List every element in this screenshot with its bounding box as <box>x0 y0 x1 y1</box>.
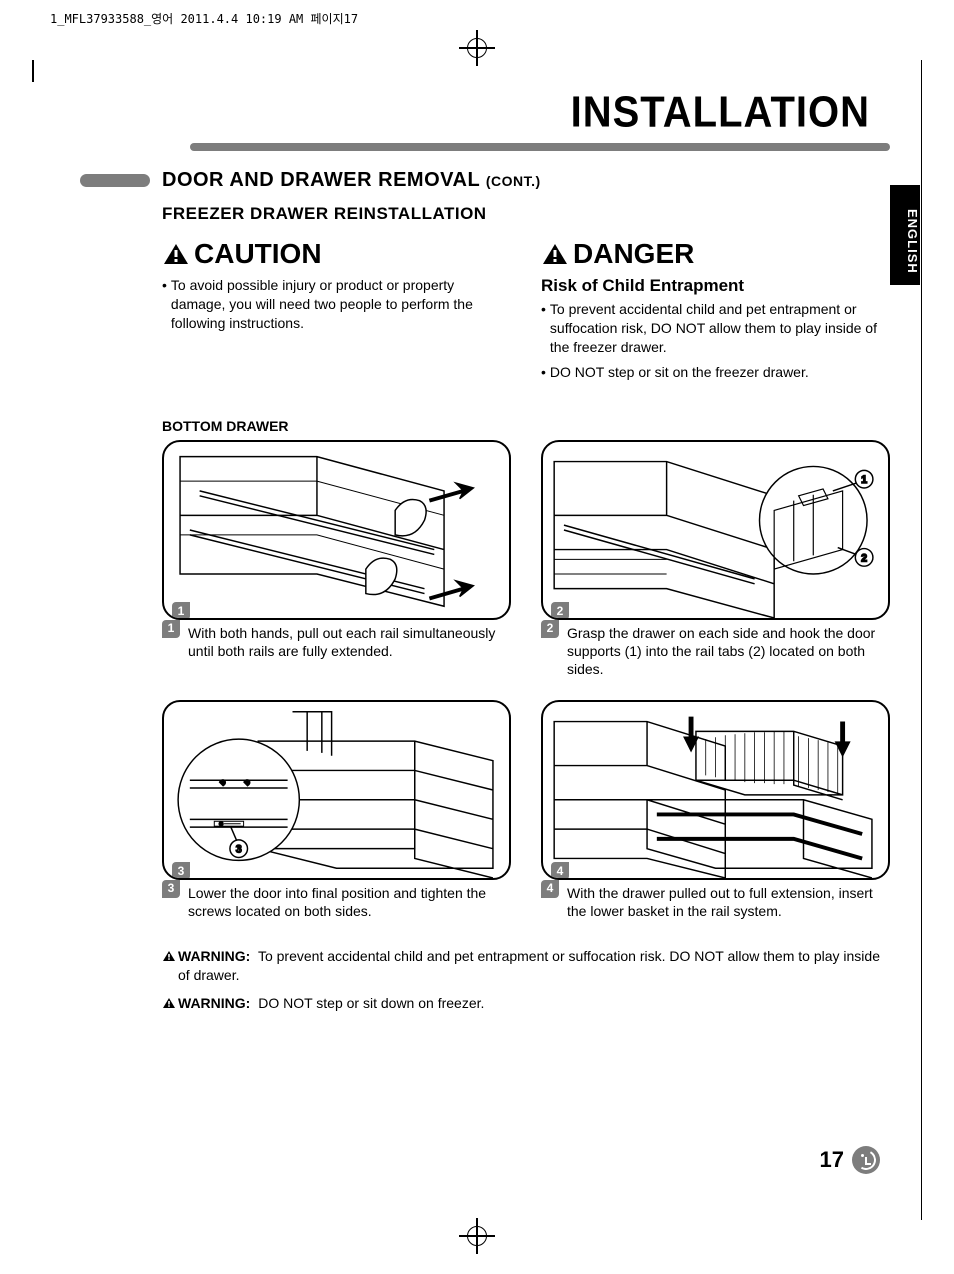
alert-columns: CAUTION To avoid possible injury or prod… <box>162 238 890 388</box>
warning-icon <box>162 242 190 266</box>
figure-caption-2: 2 Grasp the drawer on each side and hook… <box>541 624 890 679</box>
section-pill <box>80 174 150 187</box>
danger-bullet-2: DO NOT step or sit on the freezer drawer… <box>541 363 890 382</box>
step-badge-4b: 4 <box>541 880 559 898</box>
crop-line-left <box>32 60 34 82</box>
figure-4-svg <box>543 702 888 878</box>
figure-cell-4: 4 4 With the drawer pulled out to full e… <box>541 700 890 920</box>
warning-2-body: DO NOT step or sit down on freezer. <box>258 995 484 1011</box>
figure-cell-2: 1 2 2 2 Grasp the drawer on each side an… <box>541 440 890 679</box>
section-title-row: DOOR AND DRAWER REMOVAL (CONT.) <box>80 169 890 192</box>
step-badge-2b: 2 <box>541 620 559 638</box>
footer-warnings: WARNING: To prevent accidental child and… <box>162 947 890 1014</box>
danger-heading: DANGER <box>541 238 890 270</box>
warning-1-label: WARNING: <box>178 948 250 964</box>
bottom-drawer-label: BOTTOM DRAWER <box>162 418 890 434</box>
caution-column: CAUTION To avoid possible injury or prod… <box>162 238 511 388</box>
lg-logo-icon <box>852 1146 880 1174</box>
figure-panel-4: 4 <box>541 700 890 880</box>
danger-bullet-1: To prevent accidental child and pet entr… <box>541 300 890 357</box>
subsection-title: FREEZER DRAWER REINSTALLATION <box>162 204 890 224</box>
print-header: 1_MFL37933588_영어 2011.4.4 10:19 AM 페이지17 <box>50 10 358 27</box>
step-badge-3: 3 <box>172 862 190 880</box>
step-badge-4: 4 <box>551 862 569 880</box>
risk-heading: Risk of Child Entrapment <box>541 276 890 296</box>
caution-heading: CAUTION <box>162 238 511 270</box>
main-heading: INSTALLATION <box>80 88 870 138</box>
crop-line-right <box>921 60 922 1220</box>
svg-text:1: 1 <box>861 474 867 486</box>
figure-caption-4: 4 With the drawer pulled out to full ext… <box>541 884 890 920</box>
figure-3-svg: 3 <box>164 702 509 878</box>
warning-2: WARNING: DO NOT step or sit down on free… <box>162 994 890 1014</box>
danger-column: DANGER Risk of Child Entrapment To preve… <box>541 238 890 388</box>
section-title-text: DOOR AND DRAWER REMOVAL <box>162 169 480 191</box>
step-badge-3b: 3 <box>162 880 180 898</box>
svg-text:3: 3 <box>236 844 242 856</box>
page-content: INSTALLATION ENGLISH DOOR AND DRAWER REM… <box>80 90 890 1021</box>
figure-cell-3: 3 3 3 Lower the door into final position… <box>162 700 511 920</box>
step-caption-1: With both hands, pull out each rail simu… <box>188 624 511 660</box>
crop-mark-top <box>459 30 495 66</box>
crop-mark-bottom <box>459 1218 495 1254</box>
step-caption-4: With the drawer pulled out to full exten… <box>567 884 890 920</box>
section-title-suffix: (CONT.) <box>486 173 541 189</box>
danger-heading-text: DANGER <box>573 238 694 270</box>
figure-panel-3: 3 3 <box>162 700 511 880</box>
header-divider <box>190 143 890 151</box>
svg-text:2: 2 <box>861 552 867 564</box>
figure-caption-3: 3 Lower the door into final position and… <box>162 884 511 920</box>
caution-bullet: To avoid possible injury or product or p… <box>162 276 511 333</box>
caution-heading-text: CAUTION <box>194 238 322 270</box>
page-number: 17 <box>820 1147 844 1173</box>
figure-panel-2: 1 2 2 <box>541 440 890 620</box>
warning-icon <box>541 242 569 266</box>
warning-1-body: To prevent accidental child and pet entr… <box>178 948 880 984</box>
warning-icon <box>162 950 176 962</box>
warning-1: WARNING: To prevent accidental child and… <box>162 947 890 986</box>
step-badge-1b: 1 <box>162 620 180 638</box>
step-badge-2: 2 <box>551 602 569 620</box>
figure-panel-1: 1 <box>162 440 511 620</box>
warning-2-label: WARNING: <box>178 995 250 1011</box>
figure-cell-1: 1 1 With both hands, pull out each rail … <box>162 440 511 679</box>
warning-icon <box>162 997 176 1009</box>
figure-1-svg <box>164 442 509 618</box>
step-caption-2: Grasp the drawer on each side and hook t… <box>567 624 890 679</box>
figure-caption-1: 1 With both hands, pull out each rail si… <box>162 624 511 660</box>
figure-grid: 1 1 With both hands, pull out each rail … <box>162 440 890 921</box>
language-tab: ENGLISH <box>890 185 920 285</box>
step-badge-1: 1 <box>172 602 190 620</box>
section-title: DOOR AND DRAWER REMOVAL (CONT.) <box>162 169 541 192</box>
step-caption-3: Lower the door into final position and t… <box>188 884 511 920</box>
figure-2-svg: 1 2 <box>543 442 888 618</box>
